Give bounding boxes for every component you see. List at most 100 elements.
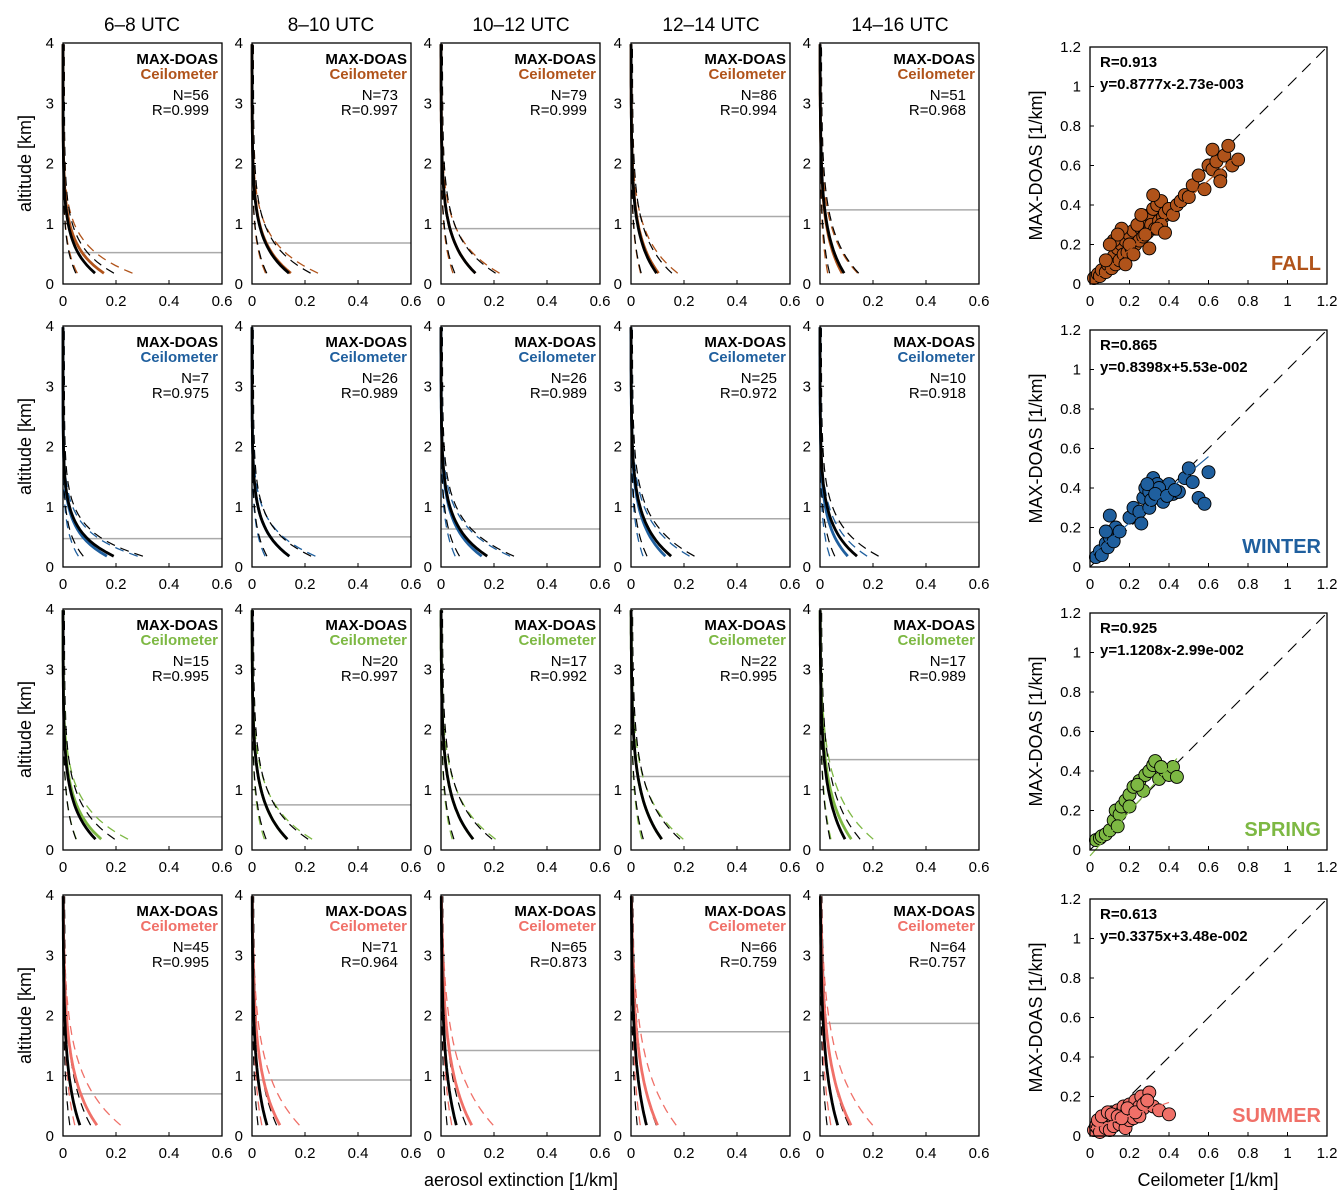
y-tick-label: 0.4	[1060, 197, 1081, 214]
x-tick-label: 0	[816, 859, 824, 876]
legend-ceilometer: Ceilometer	[140, 918, 218, 935]
x-tick-label: 0	[59, 576, 67, 593]
correlation-coefficient: R=0.865	[1100, 337, 1157, 354]
legend-maxdoas: MAX-DOAS	[136, 617, 218, 634]
ceilometer-lower-bound-line	[251, 896, 263, 1126]
x-tick-label: 0	[1086, 576, 1094, 593]
y-tick-label: 1	[1073, 931, 1081, 948]
y-tick-label: 2	[614, 1008, 622, 1025]
y-tick-label: 2	[46, 439, 54, 456]
season-label: FALL	[1271, 253, 1321, 275]
sample-count: N=20	[362, 653, 398, 670]
sample-count: N=56	[173, 87, 209, 104]
x-tick-label: 0.2	[484, 293, 505, 310]
legend-maxdoas: MAX-DOAS	[325, 903, 407, 920]
correlation-coefficient: R=0.873	[530, 954, 587, 971]
y-tick-label: 1	[424, 782, 432, 799]
y-tick-label: 0	[424, 559, 432, 576]
y-tick-label: 3	[614, 378, 622, 395]
y-tick-label: 0.4	[1060, 480, 1081, 497]
ceilometer-lower-bound-line	[630, 896, 641, 1126]
y-tick-label: 4	[803, 318, 811, 335]
sample-count: N=17	[930, 653, 966, 670]
y-tick-label: 1	[46, 216, 54, 233]
data-point	[1148, 486, 1163, 501]
y-tick-label: 4	[803, 35, 811, 52]
x-tick-label: 0.8	[1238, 1145, 1259, 1162]
scatter-panel	[1087, 46, 1328, 286]
legend-ceilometer: Ceilometer	[329, 66, 407, 83]
y-tick-label: 4	[424, 318, 432, 335]
maxdoas-mean-line	[439, 327, 489, 558]
correlation-coefficient: R=0.613	[1100, 906, 1157, 923]
sample-count: N=79	[551, 87, 587, 104]
y-tick-label: 4	[424, 35, 432, 52]
profile-panel	[61, 325, 223, 568]
x-tick-label: 0	[816, 576, 824, 593]
y-tick-label: 4	[235, 887, 243, 904]
x-tick-label: 0.2	[484, 576, 505, 593]
y-tick-label: 2	[235, 722, 243, 739]
legend-maxdoas: MAX-DOAS	[893, 903, 975, 920]
x-tick-label: 0.6	[1198, 859, 1219, 876]
legend-maxdoas: MAX-DOAS	[325, 617, 407, 634]
ceilometer-lower-bound-line	[630, 610, 643, 840]
maxdoas-upper-bound-line	[441, 610, 493, 840]
y-tick-label: 0	[46, 1128, 54, 1145]
y-tick-label: 1	[46, 782, 54, 799]
x-tick-label: 0.4	[348, 576, 369, 593]
ceilometer-upper-bound-line	[819, 610, 874, 840]
legend-ceilometer: Ceilometer	[897, 66, 975, 83]
legend-ceilometer: Ceilometer	[897, 349, 975, 366]
x-tick-label: 0.6	[590, 576, 611, 593]
time-label: 10–12 UTC	[472, 15, 569, 36]
one-to-one-line	[1089, 329, 1328, 568]
y-tick-label: 1	[614, 782, 622, 799]
x-tick-label: 1	[1283, 859, 1291, 876]
y-tick-label: 0.6	[1060, 1010, 1081, 1027]
y-tick-label: 3	[614, 661, 622, 678]
x-tick-label: 0.4	[537, 293, 558, 310]
sample-count: N=86	[741, 87, 777, 104]
x-tick-label: 0	[627, 1145, 635, 1162]
x-tick-label: 0.4	[348, 293, 369, 310]
x-tick-label: 0.6	[212, 576, 233, 593]
legend-maxdoas: MAX-DOAS	[136, 334, 218, 351]
legend-maxdoas: MAX-DOAS	[514, 903, 596, 920]
season-label: SPRING	[1244, 819, 1321, 841]
maxdoas-upper-bound-line	[821, 610, 861, 840]
y-tick-label: 0.8	[1060, 401, 1081, 418]
profile-panel	[61, 894, 223, 1137]
ceilometer-mean-line	[440, 896, 473, 1126]
y-tick-label: 1	[46, 499, 54, 516]
y-tick-label: 0	[46, 276, 54, 293]
x-tick-label: 0.2	[295, 1145, 316, 1162]
legend-maxdoas: MAX-DOAS	[704, 903, 786, 920]
y-tick-label: 2	[235, 1008, 243, 1025]
y-tick-label: 3	[803, 947, 811, 964]
maxdoas-mean-line	[61, 327, 115, 558]
y-tick-label: 4	[46, 318, 54, 335]
x-tick-label: 0	[627, 859, 635, 876]
maxdoas-upper-bound-line	[441, 44, 496, 274]
y-tick-label: 2	[424, 1008, 432, 1025]
y-tick-label: 2	[803, 156, 811, 173]
legend-maxdoas: MAX-DOAS	[704, 617, 786, 634]
correlation-coefficient: R=0.995	[152, 954, 209, 971]
ceilometer-upper-bound-line	[440, 327, 511, 557]
y-tick-label: 3	[46, 661, 54, 678]
sample-count: N=64	[930, 939, 966, 956]
y-tick-label: 1	[614, 216, 622, 233]
data-point	[1138, 227, 1153, 242]
one-to-one-line	[1089, 612, 1328, 851]
x-tick-label: 0.8	[1238, 293, 1259, 310]
x-tick-label: 0.4	[159, 859, 180, 876]
y-tick-label: 0	[614, 842, 622, 859]
x-tick-label: 0.6	[1198, 576, 1219, 593]
x-tick-label: 0.6	[969, 1145, 990, 1162]
x-tick-label: 0.8	[1238, 859, 1259, 876]
profile-panel	[250, 608, 412, 851]
correlation-coefficient: R=0.989	[530, 385, 587, 402]
x-tick-label: 0.4	[916, 1145, 937, 1162]
